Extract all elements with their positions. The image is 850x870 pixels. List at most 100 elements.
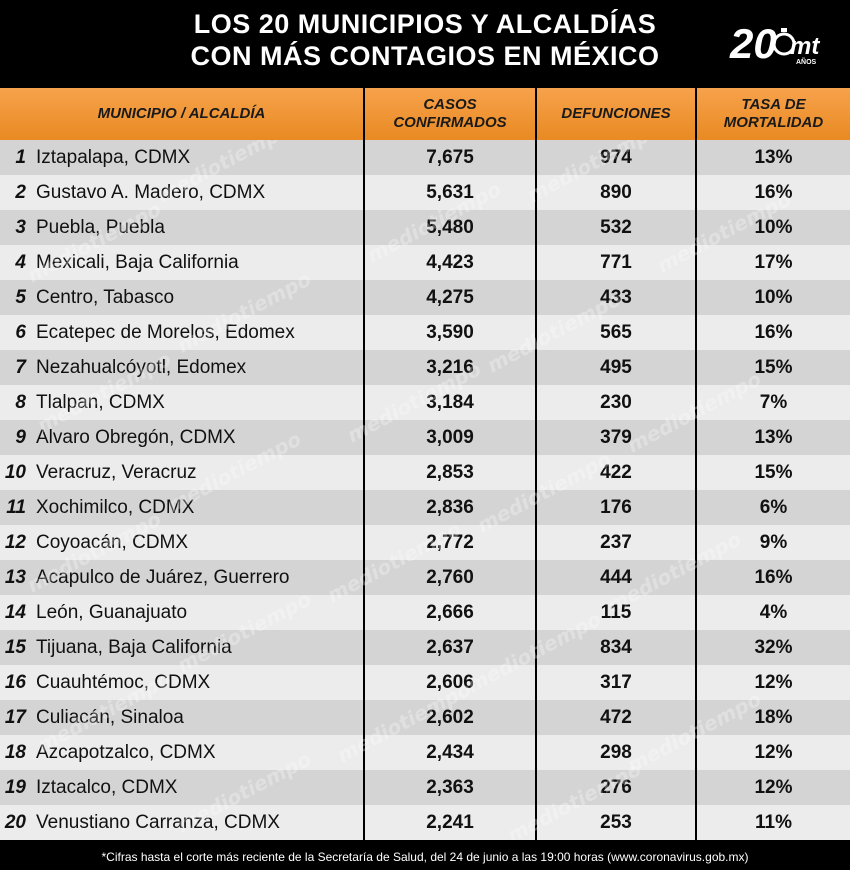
casos-confirmados-cell: 3,184 xyxy=(364,385,537,420)
municipio-cell: 17 Culiacán, Sinaloa xyxy=(0,700,365,735)
tasa-mortalidad-cell: 15% xyxy=(696,350,850,385)
casos-confirmados-cell: 2,772 xyxy=(364,525,537,560)
tasa-mortalidad-cell: 13% xyxy=(696,140,850,175)
municipio-name: Azcapotzalco, CDMX xyxy=(36,741,216,763)
rank-number: 4 xyxy=(15,251,26,273)
municipio-cell: 14 León, Guanajuato xyxy=(0,595,365,630)
defunciones-cell: 834 xyxy=(536,630,697,665)
municipio-name: Tlalpan, CDMX xyxy=(36,391,165,413)
table-row: 1 Iztapalapa, CDMX 7,675 974 13% xyxy=(0,140,850,175)
casos-confirmados-cell: 5,631 xyxy=(364,175,537,210)
municipio-cell: 10 Veracruz, Veracruz xyxy=(0,455,365,490)
title-line-1: LOS 20 MUNICIPIOS Y ALCALDÍAS xyxy=(193,9,657,39)
municipio-cell: 11 Xochimilco, CDMX xyxy=(0,490,365,525)
casos-confirmados-cell: 3,590 xyxy=(364,315,537,350)
tasa-mortalidad-cell: 17% xyxy=(696,245,850,280)
rank-number: 11 xyxy=(6,496,26,518)
municipio-cell: 16 Cuauhtémoc, CDMX xyxy=(0,665,365,700)
defunciones-cell: 532 xyxy=(536,210,697,245)
header-casos-line1: CASOS xyxy=(423,96,477,113)
header-tasa-line1: TASA DE xyxy=(741,96,806,113)
municipio-name: Coyoacán, CDMX xyxy=(36,531,189,553)
defunciones-cell: 422 xyxy=(536,455,697,490)
municipio-cell: 3 Puebla, Puebla xyxy=(0,210,365,245)
municipio-cell: 18 Azcapotzalco, CDMX xyxy=(0,735,365,770)
municipio-name: Centro, Tabasco xyxy=(36,286,175,308)
rank-number: 14 xyxy=(4,601,26,623)
defunciones-cell: 298 xyxy=(536,735,697,770)
table-row: 8 Tlalpan, CDMX 3,184 230 7% xyxy=(0,385,850,420)
defunciones-cell: 565 xyxy=(536,315,697,350)
rank-number: 5 xyxy=(15,286,26,308)
table-row: 4 Mexicali, Baja California 4,423 771 17% xyxy=(0,245,850,280)
header-tasa-line2: MORTALIDAD xyxy=(723,114,824,131)
municipio-name: León, Guanajuato xyxy=(36,601,188,623)
tasa-mortalidad-cell: 16% xyxy=(696,175,850,210)
table-row: 7 Nezahualcóyotl, Edomex 3,216 495 15% xyxy=(0,350,850,385)
municipio-name: Venustiano Carranza, CDMX xyxy=(36,811,280,833)
casos-confirmados-cell: 7,675 xyxy=(364,140,537,175)
municipio-cell: 20 Venustiano Carranza, CDMX xyxy=(0,805,365,840)
municipios-table: MUNICIPIO / ALCALDÍA CASOS CONFIRMADOS DE… xyxy=(0,88,850,840)
logo-letters: mt xyxy=(790,33,820,60)
defunciones-cell: 771 xyxy=(536,245,697,280)
header-casos: CASOS CONFIRMADOS xyxy=(364,88,537,140)
rank-number: 12 xyxy=(4,531,26,553)
table-row: 15 Tijuana, Baja California 2,637 834 32% xyxy=(0,630,850,665)
casos-confirmados-cell: 3,009 xyxy=(364,420,537,455)
municipio-cell: 19 Iztacalco, CDMX xyxy=(0,770,365,805)
table-body: 1 Iztapalapa, CDMX 7,675 974 13% 2 Gustavo A. … xyxy=(0,140,850,840)
rank-number: 13 xyxy=(4,566,26,588)
table-row: 2 Gustavo A. Madero, CDMX 5,631 890 16% xyxy=(0,175,850,210)
casos-confirmados-cell: 4,423 xyxy=(364,245,537,280)
tasa-mortalidad-cell: 12% xyxy=(696,770,850,805)
defunciones-cell: 237 xyxy=(536,525,697,560)
casos-confirmados-cell: 2,363 xyxy=(364,770,537,805)
tasa-mortalidad-cell: 13% xyxy=(696,420,850,455)
table-row: 11 Xochimilco, CDMX 2,836 176 6% xyxy=(0,490,850,525)
tasa-mortalidad-cell: 7% xyxy=(696,385,850,420)
tasa-mortalidad-cell: 6% xyxy=(696,490,850,525)
table-row: 19 Iztacalco, CDMX 2,363 276 12% xyxy=(0,770,850,805)
tasa-mortalidad-cell: 4% xyxy=(696,595,850,630)
defunciones-cell: 276 xyxy=(536,770,697,805)
rank-number: 9 xyxy=(15,426,26,448)
rank-number: 19 xyxy=(4,776,26,798)
table-row: 12 Coyoacán, CDMX 2,772 237 9% xyxy=(0,525,850,560)
municipio-cell: 13 Acapulco de Juárez, Guerrero xyxy=(0,560,365,595)
casos-confirmados-cell: 2,602 xyxy=(364,700,537,735)
rank-number: 3 xyxy=(15,216,26,238)
tasa-mortalidad-cell: 11% xyxy=(696,805,850,840)
logo-number: 20 xyxy=(729,20,777,67)
defunciones-cell: 974 xyxy=(536,140,697,175)
header-municipio: MUNICIPIO / ALCALDÍA xyxy=(0,88,365,140)
rank-number: 17 xyxy=(4,706,26,728)
table-row: 5 Centro, Tabasco 4,275 433 10% xyxy=(0,280,850,315)
table-row: 16 Cuauhtémoc, CDMX 2,606 317 12% xyxy=(0,665,850,700)
defunciones-cell: 444 xyxy=(536,560,697,595)
municipio-name: Culiacán, Sinaloa xyxy=(36,706,184,728)
municipio-name: Veracruz, Veracruz xyxy=(36,461,197,483)
casos-confirmados-cell: 2,241 xyxy=(364,805,537,840)
defunciones-cell: 115 xyxy=(536,595,697,630)
defunciones-cell: 495 xyxy=(536,350,697,385)
tasa-mortalidad-cell: 9% xyxy=(696,525,850,560)
municipio-name: Gustavo A. Madero, CDMX xyxy=(36,181,266,203)
mt-20-anos-logo: 20 mt AÑOS xyxy=(728,14,828,74)
casos-confirmados-cell: 2,836 xyxy=(364,490,537,525)
header-defunciones: DEFUNCIONES xyxy=(536,88,697,140)
header-defunciones-label: DEFUNCIONES xyxy=(561,105,671,122)
casos-confirmados-cell: 3,216 xyxy=(364,350,537,385)
table-row: 14 León, Guanajuato 2,666 115 4% xyxy=(0,595,850,630)
tasa-mortalidad-cell: 18% xyxy=(696,700,850,735)
rank-number: 10 xyxy=(4,461,26,483)
casos-confirmados-cell: 2,853 xyxy=(364,455,537,490)
tasa-mortalidad-cell: 12% xyxy=(696,665,850,700)
tasa-mortalidad-cell: 12% xyxy=(696,735,850,770)
rank-number: 20 xyxy=(4,811,26,833)
rank-number: 16 xyxy=(4,671,26,693)
logo-graphic: 20 mt AÑOS xyxy=(729,20,820,67)
table-header-row: MUNICIPIO / ALCALDÍA CASOS CONFIRMADOS DE… xyxy=(0,88,850,140)
municipio-name: Cuauhtémoc, CDMX xyxy=(36,671,211,693)
table-row: 3 Puebla, Puebla 5,480 532 10% xyxy=(0,210,850,245)
